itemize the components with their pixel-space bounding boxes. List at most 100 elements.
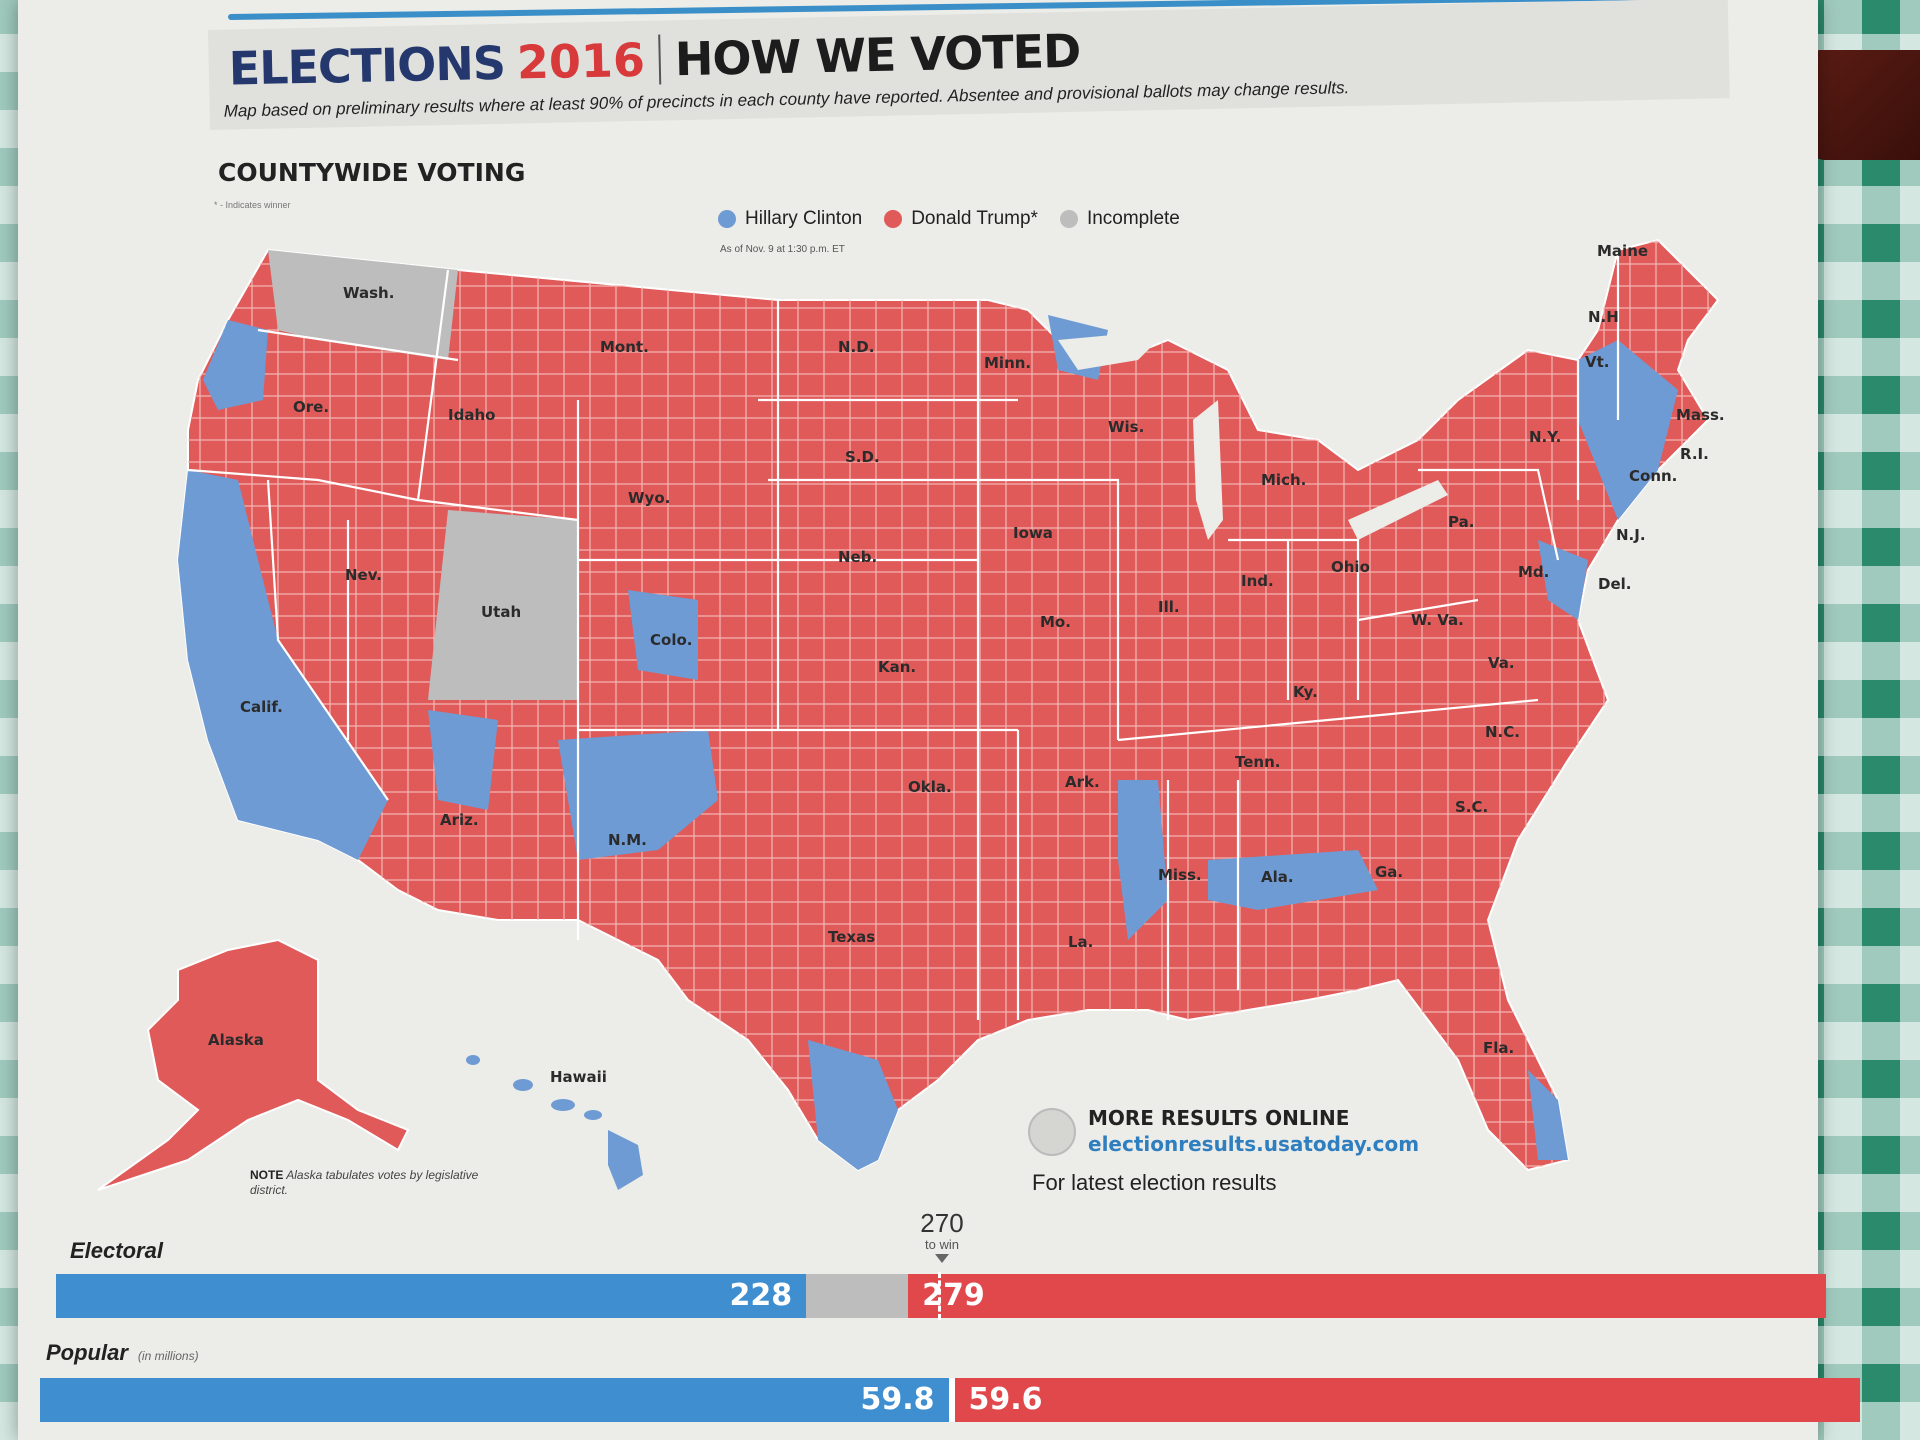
hawaii-islands [466,1055,643,1190]
results-online-url[interactable]: electionresults.usatoday.com [1088,1132,1420,1156]
to-win-arrow-icon [935,1254,949,1263]
region-clinton-west-coast [178,470,388,860]
label-del: Del. [1598,575,1631,593]
label-neb: Neb. [838,548,877,566]
label-nc: N.C. [1485,723,1520,741]
to-win-label: to win [925,1237,959,1252]
alaska-note: NOTE Alaska tabulates votes by legislati… [250,1168,500,1198]
county-map: Wash. Ore. Calif. Idaho Nev. Mont. Wyo. … [97,238,1725,1191]
electoral-clinton-value: 228 [729,1278,793,1313]
label-kan: Kan. [878,658,916,676]
region-clinton-ariz [428,710,498,810]
legend-label-incomplete: Incomplete [1086,208,1180,229]
to-win-marker: 270 to win [902,1208,982,1263]
label-idaho: Idaho [448,406,495,424]
label-minn: Minn. [984,354,1031,372]
legend-label-clinton: Hillary Clinton [745,208,863,229]
label-nj: N.J. [1616,526,1646,544]
to-win-number: 270 [920,1208,964,1238]
electoral-bar-undecided [806,1274,909,1318]
label-ga: Ga. [1375,863,1403,881]
label-ind: Ind. [1241,572,1274,590]
label-fla: Fla. [1483,1039,1514,1057]
popular-bar: 59.8 59.6 [40,1378,1860,1422]
label-iowa: Iowa [1013,524,1053,542]
label-mass: Mass. [1676,406,1725,424]
legend-swatch-clinton [718,210,736,228]
label-va: Va. [1488,654,1515,672]
label-mo: Mo. [1040,613,1071,631]
popular-trump-value: 59.6 [968,1382,1043,1417]
label-la: La. [1068,933,1093,951]
region-clinton-colo [628,590,698,680]
label-maine: Maine [1597,242,1648,260]
label-vt: Vt. [1585,353,1609,371]
label-ill: Ill. [1158,598,1180,616]
legend-swatch-incomplete [1059,210,1078,228]
results-online-caption: For latest election results [1032,1170,1277,1195]
alaska-shape [97,938,410,1191]
label-pa: Pa. [1448,513,1474,531]
label-ore: Ore. [293,398,329,416]
electoral-bar-clinton: 228 [56,1274,807,1318]
legend-swatch-trump [884,210,903,228]
lake-erie [1348,480,1448,540]
region-clinton-nw-coast [203,320,268,410]
label-ny: N.Y. [1529,428,1561,446]
region-clinton-nm [558,730,718,860]
label-okla: Okla. [908,778,952,796]
electoral-bar-trump: 279 [908,1274,1826,1318]
legend-item-clinton: Hillary Clinton [718,208,862,230]
label-wyo: Wyo. [628,489,670,507]
alaska-note-bold: NOTE [250,1168,284,1182]
electoral-label: Electoral [70,1238,163,1263]
popular-clinton-value: 59.8 [860,1382,935,1417]
label-texas: Texas [828,928,875,946]
label-sc: S.C. [1455,798,1488,816]
label-tenn: Tenn. [1235,753,1280,771]
label-mont: Mont. [600,338,649,356]
ballot-icon [1028,1108,1076,1156]
region-incomplete-utah [428,510,578,700]
label-wash: Wash. [343,284,394,302]
legend-label-trump: Donald Trump* [911,208,1038,229]
label-nev: Nev. [345,566,382,584]
results-online-title: MORE RESULTS ONLINE [1088,1106,1350,1130]
region-clinton-s-florida [1528,1070,1568,1160]
label-calif: Calif. [240,698,283,716]
label-ri: R.I. [1680,445,1709,463]
label-nm: N.M. [608,831,647,849]
map-legend: Hillary Clinton Donald Trump* Incomplete [718,208,1180,230]
legend-item-trump: Donald Trump* [884,208,1038,230]
legend-timestamp: As of Nov. 9 at 1:30 p.m. ET [720,244,845,255]
section-title: COUNTYWIDE VOTING [218,158,526,187]
popular-unit: (in millions) [137,1349,199,1363]
popular-label-text: Popular [46,1340,128,1365]
electoral-bar: 228 279 [56,1274,1826,1318]
region-clinton-md-va [1538,540,1588,620]
label-ark: Ark. [1065,773,1100,791]
label-md: Md. [1518,563,1549,581]
electoral-trump-value: 279 [922,1278,985,1313]
label-hawaii: Hawaii [550,1068,607,1086]
popular-bar-clinton: 59.8 [40,1378,949,1422]
state-borders [187,250,1620,1020]
lake-michigan [1193,400,1223,540]
region-clinton-s-texas [808,1040,898,1170]
wallet-photo-object [1810,50,1920,160]
popular-bar-trump: 59.6 [954,1378,1860,1422]
alaska-note-text: Alaska tabulates votes by legislative di… [250,1168,479,1197]
label-alaska: Alaska [208,1031,264,1049]
label-ala: Ala. [1261,868,1294,886]
label-nh: N.H [1588,308,1619,326]
label-mich: Mich. [1261,471,1306,489]
label-utah: Utah [481,603,521,621]
label-nd: N.D. [838,338,874,356]
label-wva: W. Va. [1411,611,1464,629]
legend-item-incomplete: Incomplete [1059,208,1180,230]
region-incomplete-wash [268,250,458,360]
region-clinton-delta [1118,780,1168,940]
region-clinton-black-belt [1208,850,1378,910]
lake-superior [1058,330,1168,370]
label-conn: Conn. [1629,467,1677,485]
